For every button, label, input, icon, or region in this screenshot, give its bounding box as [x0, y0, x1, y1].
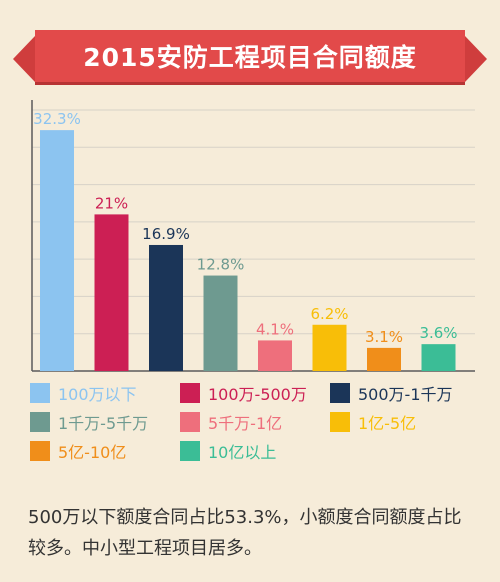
- legend-label: 5亿-10亿: [58, 443, 127, 462]
- legend-swatch: [180, 412, 200, 432]
- legend-swatch: [180, 441, 200, 461]
- legend-label: 5千万-1亿: [208, 414, 283, 433]
- data-label-1: 21%: [95, 194, 128, 212]
- legend-item-2: 500万-1千万: [330, 380, 453, 406]
- legend-item-0: 100万以下: [30, 380, 137, 406]
- title-banner: 2015安防工程项目合同额度: [13, 30, 487, 82]
- legend-label: 100万-500万: [208, 385, 307, 404]
- data-label-2: 16.9%: [142, 225, 190, 243]
- legend-swatch: [330, 383, 350, 403]
- legend-label: 500万-1千万: [358, 385, 453, 404]
- legend-swatch: [330, 412, 350, 432]
- legend-label: 1亿-5亿: [358, 414, 417, 433]
- legend-swatch: [180, 383, 200, 403]
- bar-chart: 32.3% 21% 16.9% 12.8% 4.1% 6.2% 3.1% 3.6%: [31, 100, 475, 372]
- legend-swatch: [30, 412, 50, 432]
- bar-1: [94, 214, 129, 371]
- legend-swatch: [30, 383, 50, 403]
- legend-swatch: [30, 441, 50, 461]
- legend-label: 100万以下: [58, 385, 137, 404]
- bar-0: [40, 130, 74, 371]
- legend-label: 10亿以上: [208, 443, 277, 462]
- bar-5: [312, 324, 347, 371]
- bar-2: [149, 244, 183, 371]
- legend-item-5: 1亿-5亿: [330, 409, 416, 435]
- legend-item-3: 1千万-5千万: [30, 409, 148, 435]
- legend-item-6: 5亿-10亿: [30, 438, 126, 464]
- data-label-5: 6.2%: [310, 305, 348, 323]
- legend-item-4: 5千万-1亿: [180, 409, 282, 435]
- data-label-7: 3.6%: [419, 324, 457, 342]
- data-label-4: 4.1%: [256, 320, 294, 338]
- bar-7: [421, 344, 456, 371]
- bar-6: [367, 347, 401, 371]
- bar-4: [258, 340, 292, 371]
- data-label-3: 12.8%: [197, 256, 245, 274]
- legend-label: 1千万-5千万: [58, 414, 149, 433]
- legend-item-7: 10亿以上: [180, 438, 276, 464]
- data-label-6: 3.1%: [365, 328, 403, 346]
- chart-title: 2015安防工程项目合同额度: [83, 43, 417, 72]
- legend-item-1: 100万-500万: [180, 380, 307, 406]
- bar-3: [203, 275, 238, 371]
- data-label-0: 32.3%: [33, 110, 81, 128]
- summary-text: 500万以下额度合同占比53.3%，小额度合同额度占比较多。中小型工程项目居多。: [28, 507, 462, 559]
